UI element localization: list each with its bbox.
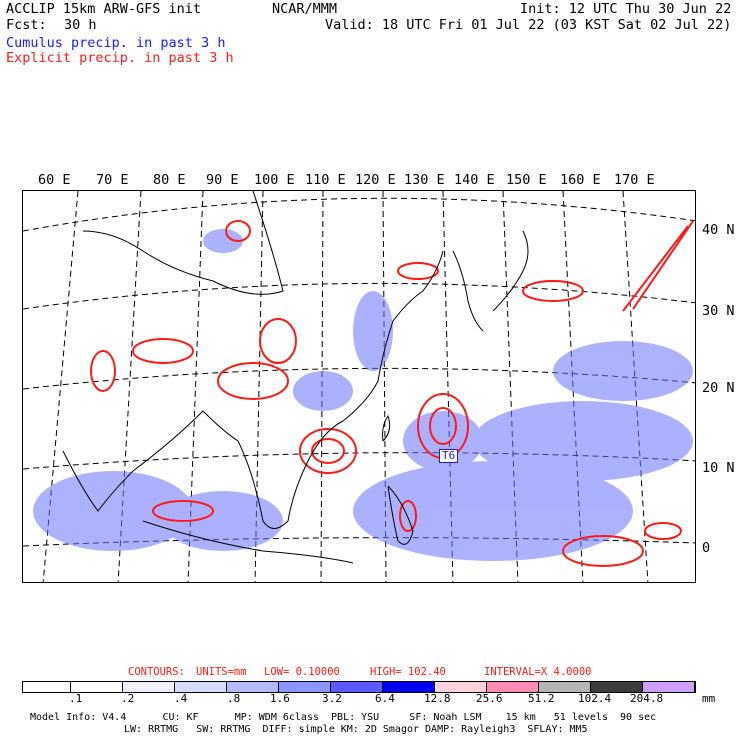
- scale-swatch: [123, 682, 175, 692]
- scale-tick: 25.6: [476, 692, 503, 705]
- lon-label: 80 E: [153, 172, 186, 188]
- lat-label: 0: [702, 540, 711, 556]
- scale-tick: .8: [227, 692, 241, 705]
- scale-swatch: [591, 682, 643, 692]
- lon-label: 110 E: [305, 172, 346, 188]
- coastlines: [62, 191, 529, 564]
- lon-label: 100 E: [254, 172, 295, 188]
- forecast-value: 30 h: [64, 17, 97, 33]
- explicit-legend-label: Explicit precip. in past 3 h: [6, 50, 234, 66]
- scale-tick: 51.2: [528, 692, 555, 705]
- lon-label: 130 E: [404, 172, 445, 188]
- scale-swatch: [71, 682, 123, 692]
- scale-swatch: [383, 682, 435, 692]
- contours-interval: INTERVAL=X 4.0000: [484, 666, 592, 678]
- contours-high: HIGH= 102.40: [370, 666, 446, 678]
- lat-label: 40 N: [702, 222, 735, 238]
- lon-label: 60 E: [38, 172, 71, 188]
- scale-swatch: [175, 682, 227, 692]
- color-scale-bar: [22, 681, 696, 693]
- cumulus-precip: [33, 229, 693, 561]
- scale-swatch: [279, 682, 331, 692]
- lon-label: 70 E: [96, 172, 129, 188]
- cumulus-legend-label: Cumulus precip. in past 3 h: [6, 35, 226, 51]
- contours-low: LOW= 0.10000: [264, 666, 340, 678]
- scale-tick: 204.8: [630, 692, 664, 705]
- scale-tick: 3.2: [322, 692, 342, 705]
- scale-tick: .2: [121, 692, 135, 705]
- forecast-label: Fcst:: [6, 17, 47, 33]
- lon-label: 170 E: [614, 172, 655, 188]
- explicit-precip: [90, 220, 694, 567]
- scale-unit: mm: [702, 692, 716, 705]
- lon-label: 140 E: [454, 172, 495, 188]
- lat-label: 10 N: [702, 460, 735, 476]
- scale-tick: 12.8: [424, 692, 451, 705]
- scale-swatch: [227, 682, 279, 692]
- lat-label: 20 N: [702, 380, 735, 396]
- scale-tick: 6.4: [375, 692, 395, 705]
- lon-label: 120 E: [355, 172, 396, 188]
- footer-model-info: Model Info: V4.4 CU: KF MP: WDM 6class P…: [30, 712, 657, 723]
- contours-label: CONTOURS:: [128, 666, 185, 678]
- scale-tick: .1: [69, 692, 83, 705]
- scale-swatch: [23, 682, 71, 692]
- model-title: ACCLIP 15km ARW-GFS init: [6, 1, 202, 17]
- scale-tick: .4: [174, 692, 188, 705]
- lon-label: 160 E: [560, 172, 601, 188]
- scale-swatch: [643, 682, 695, 692]
- storm-label: T6: [439, 449, 459, 463]
- lat-label: 30 N: [702, 303, 735, 319]
- scale-swatch: [487, 682, 539, 692]
- scale-tick: 1.6: [270, 692, 290, 705]
- center-label: NCAR/MMM: [272, 1, 338, 17]
- precip-map: T6: [22, 190, 696, 583]
- valid-time: Valid: 18 UTC Fri 01 Jul 22 (03 KST Sat …: [325, 17, 732, 33]
- map-canvas: [23, 191, 695, 582]
- scale-tick: 102.4: [578, 692, 612, 705]
- contours-units: UNITS=mm: [196, 666, 247, 678]
- scale-swatch: [331, 682, 383, 692]
- lon-label: 90 E: [206, 172, 239, 188]
- scale-swatch: [435, 682, 487, 692]
- init-time: Init: 12 UTC Thu 30 Jun 22: [520, 1, 732, 17]
- lon-label: 150 E: [506, 172, 547, 188]
- footer-physics-info: LW: RRTMG SW: RRTMG DIFF: simple KM: 2D …: [124, 724, 588, 735]
- graticule: [23, 191, 695, 582]
- scale-swatch: [539, 682, 591, 692]
